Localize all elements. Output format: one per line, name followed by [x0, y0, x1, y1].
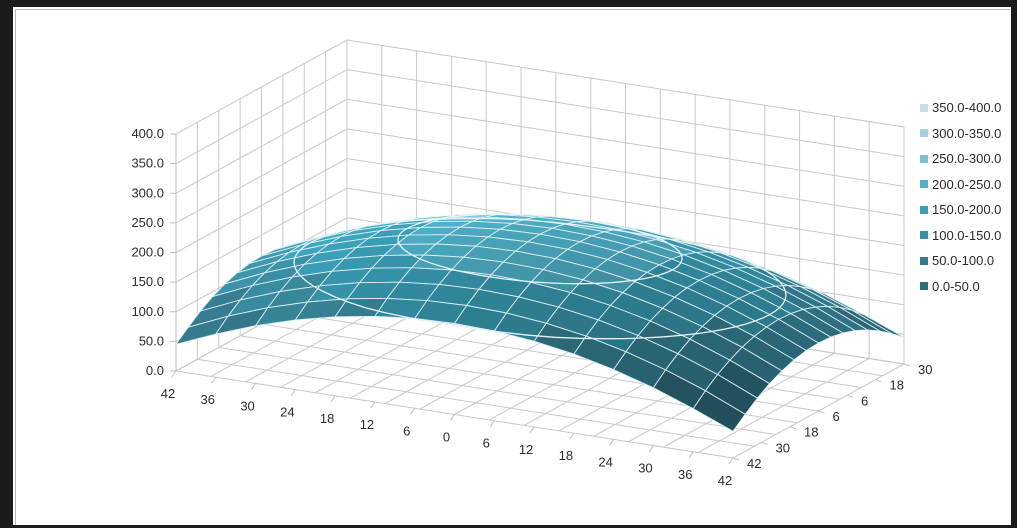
x-tick [649, 445, 654, 452]
x-tick-label: 0 [443, 430, 450, 445]
legend-item: 200.0-250.0 [920, 172, 1010, 198]
wall-gridline [175, 157, 905, 253]
z-tick-label: 150.0 [131, 274, 164, 289]
y-tick [875, 379, 882, 383]
y-tick-label: 6 [861, 393, 868, 408]
y-tick [846, 394, 854, 398]
x-tick [370, 401, 376, 409]
y-tick [761, 441, 768, 445]
contour-200 [397, 213, 683, 285]
legend-item: 350.0-400.0 [920, 95, 1010, 121]
z-tick-label: 350.0 [131, 156, 164, 171]
wall-gridline [175, 128, 905, 224]
x-tick-label: 24 [598, 454, 612, 469]
y-tick-label: 18 [890, 378, 904, 393]
legend-item: 300.0-350.0 [920, 121, 1010, 147]
surface-patch [692, 390, 746, 432]
contour-150 [293, 217, 787, 340]
z-tick-label: 50.0 [139, 333, 164, 348]
legend-label: 200.0-250.0 [932, 176, 1002, 192]
x-tick-label: 42 [718, 473, 732, 488]
x-tick [489, 420, 495, 427]
wall-gridline [175, 98, 905, 194]
x-tick-label: 18 [559, 448, 573, 463]
legend-swatch [920, 129, 928, 138]
wall-gridline [175, 69, 905, 165]
legend-item: 0.0-50.0 [920, 274, 1010, 300]
x-tick-label: 6 [483, 436, 490, 451]
z-tick-label: 300.0 [131, 185, 164, 200]
y-tick-label: 30 [776, 440, 790, 455]
y-tick [789, 426, 797, 430]
z-tick-label: 200.0 [131, 245, 164, 260]
x-tick [609, 439, 615, 446]
x-tick-label: 36 [678, 467, 692, 482]
floor-gridline [197, 358, 755, 447]
x-tick-label: 12 [360, 417, 374, 432]
z-tick-label: 0.0 [146, 363, 164, 378]
x-tick-label: 18 [320, 411, 334, 426]
legend: 350.0-400.0 300.0-350.0 250.0-300.0 200.0-2… [920, 95, 1010, 299]
legend-label: 100.0-150.0 [932, 227, 1002, 243]
x-tick [569, 432, 575, 440]
y-tick-label: 42 [747, 456, 761, 471]
y-tick-label: 18 [804, 425, 818, 440]
surface-chart: 0.0 50.0 100.0 150.0 200.0 250.0 300.0 350.0 400… [131, 39, 932, 488]
x-tick [529, 426, 535, 434]
x-tick-label: 30 [638, 461, 652, 476]
z-tick-label: 100.0 [131, 304, 164, 319]
legend-item: 100.0-150.0 [920, 223, 1010, 249]
legend-swatch [920, 205, 928, 214]
legend-label: 50.0-100.0 [932, 253, 995, 269]
x-tick-label: 12 [519, 442, 533, 457]
legend-swatch [920, 256, 928, 265]
x-tick [251, 383, 256, 390]
wall-gridline [175, 39, 905, 135]
legend-label: 0.0-50.0 [932, 278, 980, 294]
x-tick [688, 451, 694, 459]
x-tick [211, 376, 217, 384]
legend-item: 50.0-100.0 [920, 248, 1010, 274]
legend-swatch [920, 282, 928, 291]
x-tick [728, 457, 734, 465]
y-tick-label: 6 [833, 409, 840, 424]
legend-label: 150.0-200.0 [932, 202, 1002, 218]
legend-item: 150.0-200.0 [920, 197, 1010, 223]
x-tick [290, 389, 296, 396]
legend-label: 350.0-400.0 [932, 100, 1002, 116]
y-tick [732, 457, 740, 461]
x-tick-label: 30 [240, 398, 254, 413]
x-tick-label: 6 [403, 423, 410, 438]
x-tick-label: 36 [201, 392, 215, 407]
x-tick-label: 42 [161, 386, 175, 401]
legend-label: 250.0-300.0 [932, 151, 1002, 167]
x-tick [450, 414, 455, 421]
z-tick-label: 250.0 [131, 215, 164, 230]
surface [174, 213, 905, 432]
legend-swatch [920, 231, 928, 240]
x-tick [410, 408, 416, 415]
legend-swatch [920, 180, 928, 189]
y-tick [903, 363, 911, 367]
legend-item: 250.0-300.0 [920, 146, 1010, 172]
x-tick [171, 370, 177, 378]
wall-gridline [175, 187, 905, 283]
y-tick [818, 410, 825, 414]
floor-gridline [218, 347, 776, 435]
x-tick [330, 395, 336, 403]
z-tick-label: 400.0 [131, 126, 164, 141]
legend-swatch [920, 154, 928, 163]
y-tick-label: 30 [918, 362, 932, 377]
chart-area: 0.0 50.0 100.0 150.0 200.0 250.0 300.0 350.0 400… [15, 9, 1010, 525]
x-tick-label: 24 [280, 405, 294, 420]
legend-label: 300.0-350.0 [932, 125, 1002, 141]
legend-swatch [920, 103, 928, 112]
